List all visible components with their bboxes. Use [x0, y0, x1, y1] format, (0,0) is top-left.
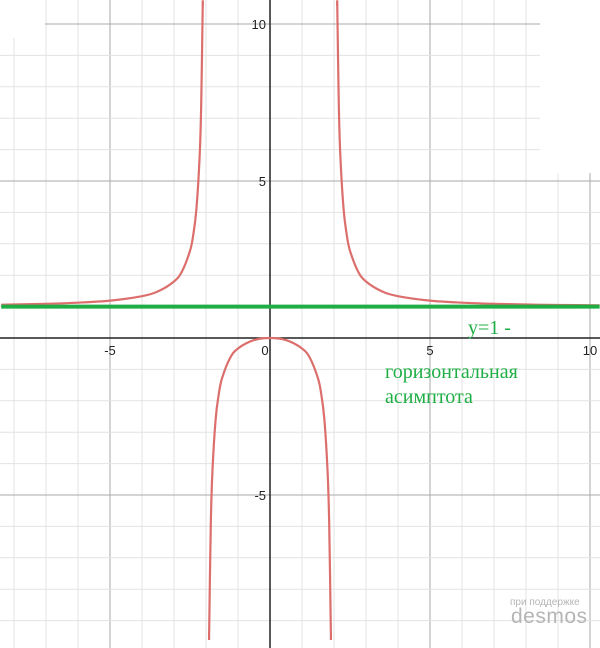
- annotation-line-2: горизонтальная: [385, 361, 518, 383]
- x-tick-label: 10: [583, 343, 597, 358]
- y-tick-label: -5: [254, 488, 266, 503]
- desmos-logo: desmos: [511, 605, 588, 628]
- x-tick-label: 0: [261, 343, 268, 358]
- annotation-line-3: асимптота: [385, 386, 473, 408]
- y-tick-label: 5: [259, 174, 266, 189]
- watermark-caption: при поддержке: [510, 597, 580, 608]
- function-curve-branch: [207, 336, 333, 641]
- overlay-panel-left: [0, 0, 45, 38]
- tick-labels: -5 0 5 10 10 5 -5: [104, 17, 597, 503]
- x-tick-label: -5: [104, 343, 116, 358]
- function-curve-branch: [336, 0, 600, 307]
- function-curve-branch: [1, 0, 204, 306]
- annotation-line-1: y=1 -: [468, 317, 511, 339]
- overlay-panel-right: [540, 0, 600, 173]
- x-tick-label: 5: [426, 343, 433, 358]
- y-tick-label: 10: [252, 17, 266, 32]
